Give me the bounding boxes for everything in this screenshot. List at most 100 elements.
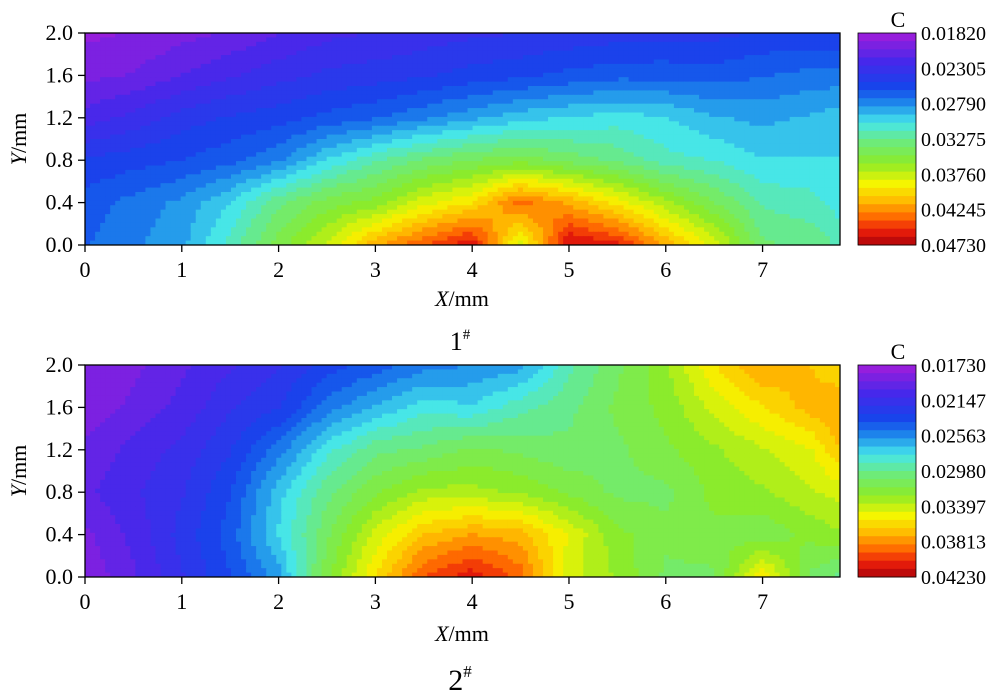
contour-cell [517,41,524,47]
contour-cell [754,165,761,171]
contour-cell [678,152,685,158]
contour-cell [346,169,353,175]
contour-cell [125,178,131,184]
contour-cell [653,37,660,43]
contour-cell [437,143,443,149]
contour-cell [663,68,670,74]
contour-cell [492,143,499,149]
contour-cell [397,46,403,52]
contour-cell [719,63,725,69]
contour-cell [709,147,715,153]
contour-cell [678,130,685,136]
contour-cell [437,33,443,39]
contour-cell [824,72,831,78]
contour-cell [779,77,786,83]
contour-cell [699,108,705,114]
contour-cell [256,94,262,100]
contour-cell [754,130,761,136]
contour-cell [532,90,539,96]
contour-cell [593,156,599,162]
contour-cell [704,152,710,158]
contour-cell [306,121,313,127]
contour-cell [683,125,690,131]
contour-cell [618,33,625,39]
contour-cell [573,94,579,100]
contour-cell [447,112,454,118]
contour-cell [553,156,559,162]
contour-cell [155,139,162,145]
contour-cell [477,165,484,171]
contour-cell [532,152,539,158]
contour-cell [361,156,368,162]
contour-cell [799,99,806,105]
contour-cell [412,112,418,118]
contour-cell [648,46,655,52]
contour-cell [517,116,524,122]
contour-cell [568,165,574,171]
contour-cell [739,156,745,162]
contour-cell [512,41,519,47]
contour-cell [331,125,338,131]
contour-cell [618,112,625,118]
contour-cell [492,134,499,140]
contour-cell [583,59,589,65]
contour-cell [583,169,589,175]
contour-cell [256,81,262,87]
contour-cell [482,72,489,78]
contour-cell [90,174,96,180]
contour-cell [301,68,308,74]
contour-cell [532,103,539,109]
contour-cell [633,46,640,52]
contour-cell [271,99,277,105]
contour-cell [155,112,162,118]
contour-cell [286,147,292,153]
contour-cell [185,33,192,39]
contour-cell [497,143,504,149]
contour-cell [326,90,333,96]
contour-cell [548,68,554,74]
contour-cell [331,41,338,47]
contour-cell [447,90,454,96]
contour-cell [563,90,569,96]
contour-cell [628,125,635,131]
contour-cell [532,143,539,149]
contour-cell [734,174,740,180]
contour-cell [824,116,831,122]
contour-cell [412,139,418,145]
contour-cell [543,130,549,136]
contour-cell [648,33,655,39]
contour-cell [829,55,836,61]
contour-cell [376,46,383,52]
contour-cell [281,86,287,92]
contour-cell [789,112,796,118]
contour-cell [814,174,821,180]
contour-cell [653,81,660,87]
contour-cell [548,121,554,127]
contour-cell [427,46,433,52]
contour-cell [266,50,272,56]
contour-cell [427,59,433,65]
contour-cell [749,50,756,56]
contour-cell [502,161,509,167]
contour-cell [709,94,715,100]
contour-cell [220,178,227,184]
contour-cell [522,121,529,127]
contour-cell [85,41,91,47]
contour-cell [251,178,257,184]
contour-cell [442,174,448,180]
contour-cell [180,50,187,56]
contour-cell [623,121,630,127]
contour-cell [789,125,796,131]
contour-cell [663,143,670,149]
contour-cell [764,90,771,96]
contour-cell [407,147,413,153]
contour-cell [135,63,141,69]
contour-cell [200,90,207,96]
contour-cell [462,165,469,171]
contour-cell [256,112,262,118]
contour-cell [502,90,509,96]
contour-cell [819,156,826,162]
contour-cell [819,169,826,175]
contour-cell [200,139,207,145]
contour-cell [593,46,599,52]
